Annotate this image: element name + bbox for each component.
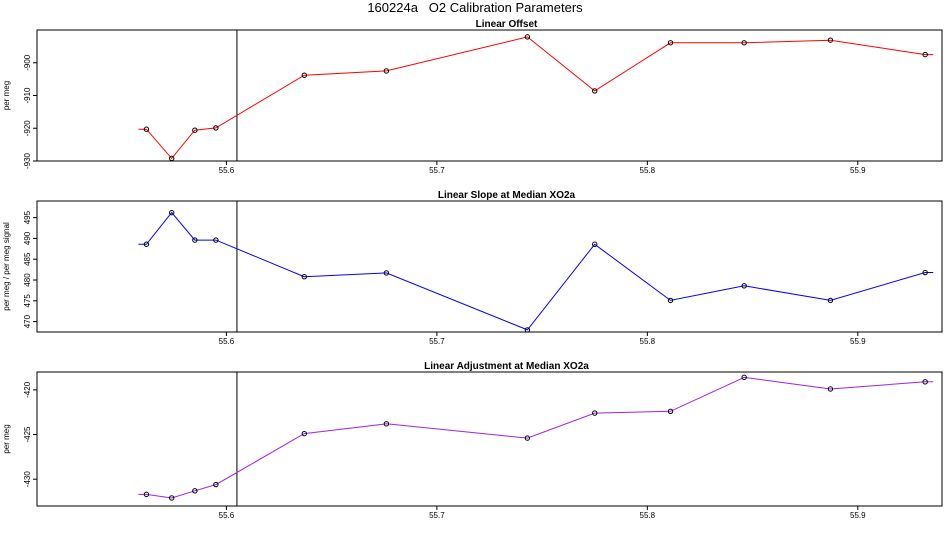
x-tick-label: 55.9: [850, 166, 866, 175]
y-tick-label: -420: [23, 381, 32, 398]
data-point: [741, 374, 747, 381]
data-point: [667, 408, 674, 415]
chart-panel-3: Linear Adjustment at Median XO2a per meg 5…: [2, 361, 943, 520]
y-tick-label: 480: [23, 273, 32, 287]
y-tick-label: 485: [23, 252, 32, 266]
y-tick-label: -920: [23, 120, 32, 137]
chart-panel-2: Linear Slope at Median XO2a per meg / per…: [2, 190, 943, 346]
data-point: [827, 386, 834, 392]
x-tick-label: 55.8: [640, 337, 656, 346]
data-point: [383, 270, 390, 276]
data-point: [524, 327, 531, 333]
data-point: [213, 125, 219, 131]
data-point: [192, 237, 198, 243]
data-point: [922, 51, 928, 58]
chart-panel-1: Linear Offset per meg 55.6 55.7 55.8 55.9 -900…: [2, 19, 943, 175]
data-point: [192, 488, 198, 494]
data-point: [592, 241, 598, 247]
data-point: [922, 379, 928, 385]
y-axis-label: per meg / per meg signal: [2, 222, 11, 311]
y-tick-label: -425: [23, 426, 32, 443]
x-tick-label: 55.7: [429, 337, 445, 346]
panel-title: Linear Adjustment at Median XO2a: [424, 361, 589, 372]
data-point: [301, 430, 307, 437]
data-point: [143, 491, 150, 498]
data-point: [524, 435, 531, 441]
y-tick-label: -910: [23, 87, 32, 104]
data-point: [592, 88, 598, 94]
x-tick-label: 55.6: [219, 166, 235, 175]
series-line: [138, 36, 934, 160]
x-tick-label: 55.8: [640, 511, 656, 520]
data-point: [383, 68, 390, 74]
data-point: [168, 155, 175, 162]
series-line: [138, 376, 934, 499]
y-tick-label: 490: [23, 231, 32, 245]
x-tick-label: 55.9: [850, 337, 866, 346]
plot-frame: [36, 371, 943, 507]
data-point: [213, 481, 219, 488]
data-point: [301, 273, 307, 280]
y-tick-label: 495: [23, 210, 32, 224]
data-point: [168, 209, 175, 216]
data-point: [213, 237, 219, 243]
y-axis-label: per meg: [2, 81, 11, 110]
y-tick-label: -930: [23, 152, 32, 169]
plot-frame: [36, 29, 943, 162]
data-point: [741, 283, 747, 289]
panel-title: Linear Offset: [476, 19, 538, 30]
data-point: [192, 127, 198, 133]
data-point: [827, 297, 834, 304]
data-point: [922, 269, 928, 276]
y-tick-label: 475: [23, 294, 32, 308]
data-point: [592, 410, 598, 416]
y-tick-label: -430: [23, 471, 32, 488]
data-point: [168, 495, 175, 501]
data-point: [667, 297, 674, 304]
data-point: [143, 126, 150, 132]
data-point: [301, 72, 307, 78]
data-point: [524, 34, 531, 40]
data-point: [143, 241, 150, 247]
series-line: [138, 211, 934, 331]
plot-frame: [36, 200, 943, 333]
y-axis-label: per meg: [2, 424, 11, 453]
x-tick-label: 55.9: [850, 511, 866, 520]
y-tick-label: 470: [23, 314, 32, 328]
data-point: [383, 421, 390, 427]
x-tick-label: 55.8: [640, 166, 656, 175]
x-tick-label: 55.7: [429, 166, 445, 175]
panel-title: Linear Slope at Median XO2a: [438, 190, 576, 201]
data-point: [827, 37, 834, 43]
y-tick-label: -900: [23, 54, 32, 71]
x-tick-label: 55.7: [429, 511, 445, 520]
x-tick-label: 55.6: [219, 511, 235, 520]
data-point: [667, 40, 674, 46]
data-point: [741, 40, 747, 46]
figure-title: 160224a O2 Calibration Parameters: [367, 0, 583, 15]
x-tick-label: 55.6: [219, 337, 235, 346]
